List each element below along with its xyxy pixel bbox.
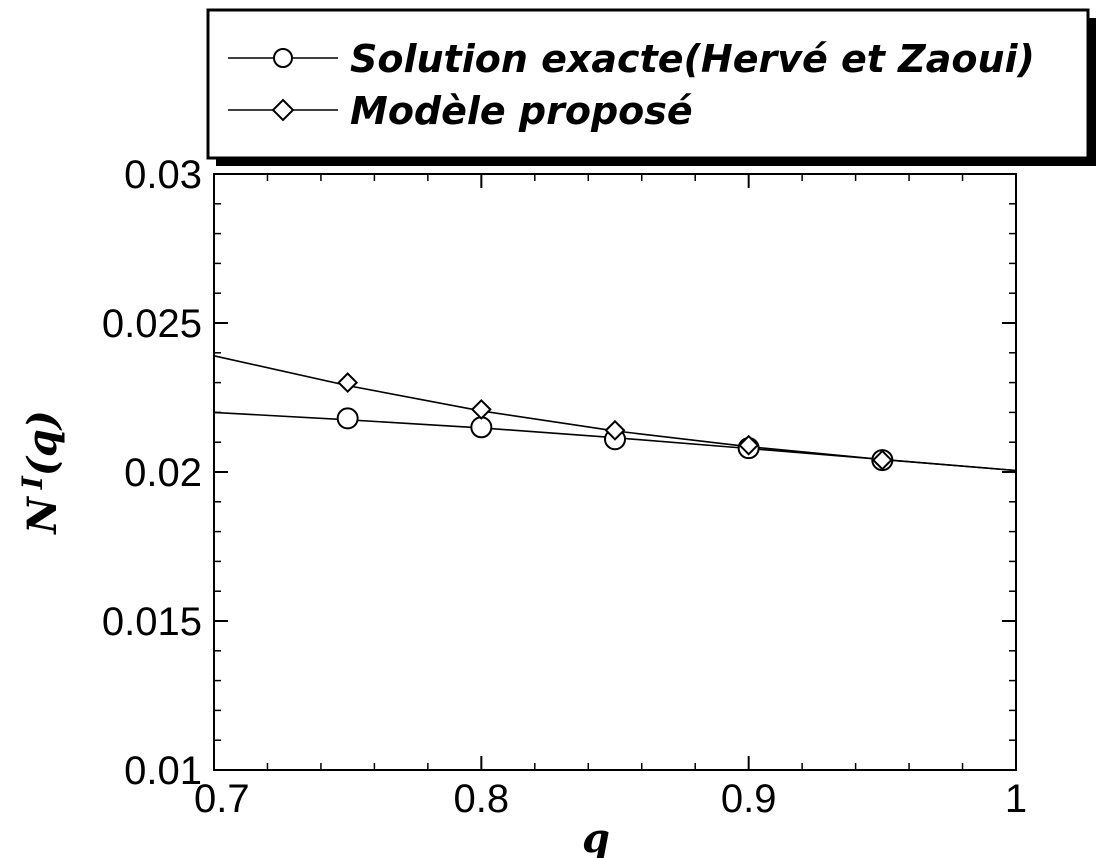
y-tick-label: 0.025	[102, 302, 202, 346]
y-axis-title: NI(q)	[16, 410, 66, 536]
legend-marker-circle	[273, 48, 293, 68]
series-lines	[213, 355, 1017, 472]
x-tick-label: 0.7	[194, 777, 250, 821]
series-line-2	[213, 355, 1017, 472]
data-point-circle	[470, 416, 493, 439]
y-axis-title-superscript: I	[16, 475, 49, 490]
x-tick-label: 1	[1005, 777, 1027, 821]
y-tick-label: 0.01	[124, 749, 202, 793]
x-axis-title: q	[582, 815, 610, 858]
y-tick-label: 0.02	[124, 451, 202, 495]
data-point-circle	[336, 407, 359, 430]
legend-entry-1: Solution exacte(Hervé et Zaoui)	[228, 37, 1035, 81]
y-axis-title-main: N	[19, 496, 66, 536]
plot-area	[213, 173, 1017, 771]
data-point-diamond	[738, 434, 760, 456]
legend-marker-diamond	[271, 98, 295, 122]
y-axis-tick-labels: 0.01 0.015 0.02 0.025 0.03	[102, 153, 202, 793]
data-point-diamond	[871, 449, 893, 471]
axis-ticks	[213, 173, 1017, 771]
y-tick-label: 0.015	[102, 600, 202, 644]
legend-label-1: Solution exacte(Hervé et Zaoui)	[350, 37, 1035, 81]
y-axis-title-argument: (q)	[19, 410, 66, 476]
y-tick-label: 0.03	[124, 153, 202, 197]
data-point-diamond	[470, 399, 492, 420]
legend-entry-2: Modèle proposé	[228, 89, 693, 133]
legend: Solution exacte(Hervé et Zaoui) Modèle p…	[206, 8, 1096, 166]
series-markers	[336, 372, 894, 472]
x-tick-label: 0.8	[454, 777, 510, 821]
x-axis-tick-labels: 0.7 0.8 0.9 1	[194, 777, 1027, 821]
legend-label-2: Modèle proposé	[350, 89, 693, 133]
data-point-diamond	[604, 419, 626, 441]
x-tick-label: 0.9	[721, 777, 777, 821]
data-point-diamond	[337, 372, 359, 394]
legend-box	[206, 8, 1090, 160]
